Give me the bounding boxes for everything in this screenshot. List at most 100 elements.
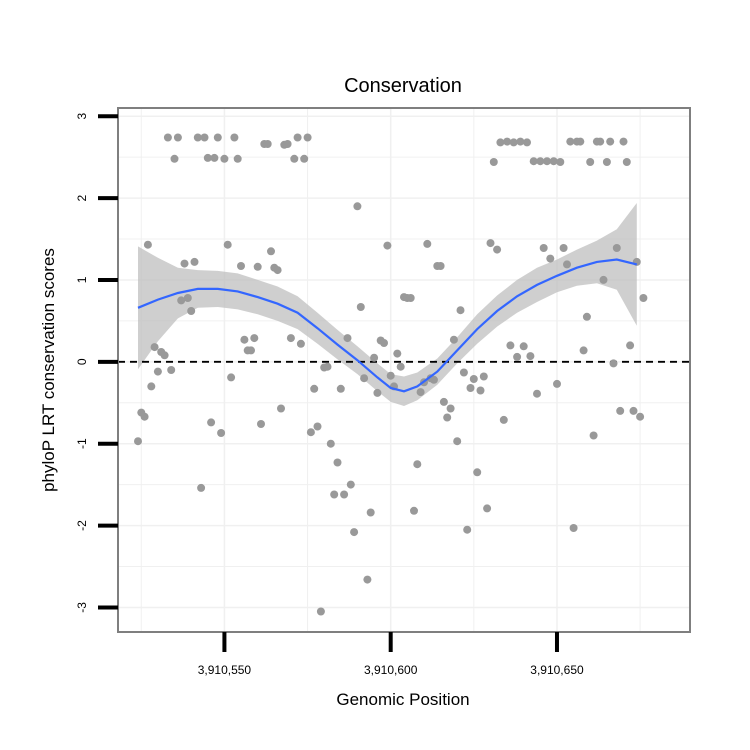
data-point [513,352,522,361]
data-point [217,429,226,437]
data-point [523,138,531,147]
data-point [340,490,349,499]
x-tick-label: 3,910,600 [364,663,418,677]
data-point [622,158,631,166]
data-point [582,312,591,321]
data-point [200,133,209,142]
data-point [177,296,186,305]
data-point [237,262,245,270]
data-point [616,406,625,415]
data-point [446,404,455,413]
data-point [277,404,285,413]
data-point [170,154,179,163]
data-point [599,275,608,284]
y-axis-label: phyloP LRT conservation scores [39,248,58,492]
plot-background [118,108,690,632]
data-point [629,406,638,415]
data-point [253,262,262,271]
data-point [413,460,422,469]
data-point [526,352,535,361]
data-point [406,294,415,302]
data-point [383,241,392,250]
y-tick-label: 3 [75,113,89,120]
data-point [486,239,495,248]
data-point [296,339,305,348]
chart-title: Conservation [344,75,462,97]
data-point [546,254,555,263]
data-point [466,384,475,392]
data-point [589,431,598,440]
data-point [533,389,541,398]
data-point [579,346,588,355]
data-point [180,259,189,268]
data-point [559,244,568,252]
data-point [612,244,621,252]
data-point [423,239,432,248]
confidence-band [138,203,637,406]
data-point [363,575,372,584]
data-point [626,341,635,350]
data-point [213,133,222,142]
data-point [469,375,478,383]
smooth-line [137,258,638,393]
data-point [516,137,525,146]
y-tick-label: 2 [75,194,89,201]
data-point [150,343,159,352]
data-point [203,153,212,162]
data-point [459,368,468,377]
data-point [147,382,156,391]
data-point [140,412,149,421]
data-point [619,137,628,146]
data-point [190,257,199,266]
data-point [476,386,485,395]
data-point [283,140,292,148]
data-points [134,133,648,616]
data-point [350,528,359,537]
plot-frame [117,107,691,633]
data-point [346,480,355,489]
data-point [566,137,575,146]
data-point [227,373,236,382]
data-point [160,351,169,360]
data-point [134,437,142,446]
data-point [240,335,249,344]
data-point [549,157,558,166]
data-point [576,137,585,146]
data-point [300,154,309,163]
data-point [436,262,445,270]
data-point [529,157,538,166]
data-point [493,245,502,254]
data-point [250,334,259,343]
data-point [606,137,615,146]
data-point [336,384,345,393]
data-point [556,158,565,166]
data-point [373,388,382,397]
data-point [167,366,176,374]
data-point [207,418,216,427]
data-point [330,490,339,499]
data-point [499,415,508,424]
data-point [313,422,322,431]
data-point [439,397,448,406]
data-point [163,133,172,142]
data-point [609,359,618,368]
data-point [586,158,595,166]
data-point [563,260,571,269]
data-point [323,362,332,371]
data-point [536,157,545,166]
data-point [393,349,402,358]
data-point [602,158,611,166]
data-point [333,458,342,467]
y-tick-label: -3 [75,602,89,613]
data-point [356,303,365,311]
data-point [310,384,319,393]
data-point [197,483,206,492]
data-point [233,154,242,163]
data-point [429,375,438,384]
y-tick-label: 0 [75,358,89,365]
data-point [506,341,515,350]
data-point [306,428,315,437]
data-point [173,133,182,142]
data-point [503,137,512,146]
data-point [569,524,578,532]
